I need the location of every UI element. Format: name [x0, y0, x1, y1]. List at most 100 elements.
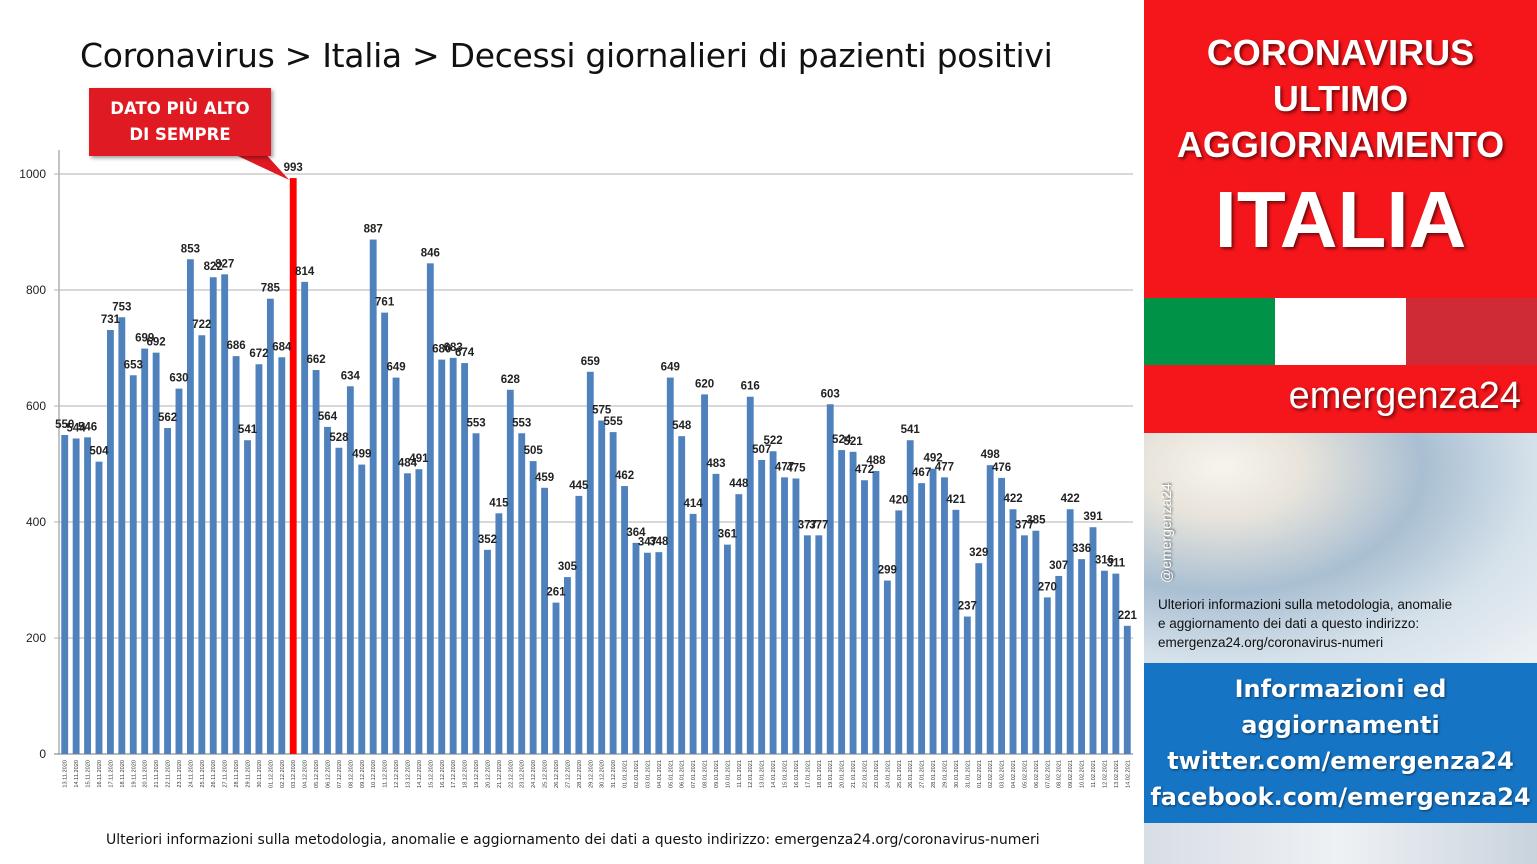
x-tick-label: 10.01.2021 [725, 760, 731, 788]
data-label: 459 [535, 472, 554, 484]
data-label: 659 [581, 356, 600, 368]
data-label: 672 [249, 348, 268, 360]
data-label: 385 [1026, 515, 1046, 527]
data-label: 553 [466, 417, 485, 429]
x-tick-label: 17.11.2020 [108, 760, 114, 788]
x-tick-label: 16.12.2020 [440, 760, 446, 788]
y-tick-label: 1000 [19, 167, 46, 181]
bar [701, 394, 708, 754]
bar [84, 437, 91, 754]
bar [335, 447, 343, 754]
bar [72, 438, 80, 754]
x-tick-label: 15.01.2021 [783, 760, 789, 788]
data-label: 674 [455, 347, 475, 359]
x-tick-label: 27.12.2020 [565, 760, 571, 788]
bar [198, 335, 206, 754]
bar [609, 432, 617, 754]
bar [963, 616, 971, 754]
bar [449, 357, 457, 754]
data-label: 544 [67, 422, 87, 434]
x-tick-label: 01.01.2021 [623, 760, 629, 788]
x-tick-label: 08.12.2020 [348, 760, 354, 788]
x-tick-label: 19.12.2020 [474, 760, 480, 788]
bar [129, 375, 137, 754]
bar [518, 433, 526, 754]
bar [678, 436, 686, 754]
flag-red-stripe [1406, 298, 1537, 365]
x-tick-label: 24.12.2020 [531, 760, 537, 788]
data-label: 634 [341, 370, 361, 382]
data-label: 307 [1049, 560, 1068, 572]
data-label: 475 [786, 463, 806, 475]
data-label: 348 [649, 536, 669, 548]
bar [1089, 527, 1097, 754]
x-tick-label: 16.01.2021 [794, 760, 800, 788]
bar [244, 440, 251, 754]
data-label: 548 [672, 420, 692, 432]
bar [906, 440, 914, 754]
x-tick-label: 26.11.2020 [211, 760, 217, 788]
heading-line-2: ULTIMO [1272, 78, 1409, 119]
x-tick-label: 18.12.2020 [463, 760, 469, 788]
bar [438, 359, 446, 754]
data-label: 352 [478, 534, 497, 546]
bar [426, 263, 434, 754]
bar [221, 274, 229, 754]
facebook-link[interactable]: facebook.com/emergenza24 [1150, 783, 1531, 811]
data-label: 299 [878, 565, 897, 577]
data-label: 822 [204, 261, 223, 273]
data-label: 421 [946, 494, 966, 506]
twitter-link[interactable]: twitter.com/emergenza24 [1167, 747, 1514, 775]
data-label: 311 [1107, 558, 1126, 570]
data-label: 553 [512, 417, 531, 429]
x-tick-label: 27.11.2020 [223, 760, 229, 788]
bar [1078, 559, 1086, 754]
x-tick-label: 04.12.2020 [303, 760, 309, 788]
bar [552, 602, 560, 754]
bar [1032, 530, 1040, 754]
data-label: 270 [1038, 581, 1057, 593]
x-tick-label: 10.12.2020 [371, 760, 377, 788]
data-label: 827 [215, 258, 234, 270]
data-label: 628 [501, 374, 521, 386]
bar [312, 370, 320, 754]
data-label: 467 [912, 467, 931, 479]
methodology-note: Ulteriori informazioni sulla metodologia… [1158, 595, 1528, 652]
bar [769, 451, 777, 754]
bar [895, 510, 903, 754]
data-label: 692 [147, 337, 166, 349]
x-tick-label: 12.01.2021 [748, 760, 754, 788]
data-label: 686 [227, 340, 246, 352]
x-tick-label: 07.12.2020 [337, 760, 343, 788]
bar [141, 348, 149, 754]
x-tick-label: 27.01.2021 [920, 760, 926, 788]
info-block: Informazioni ed aggiornamenti twitter.co… [1144, 663, 1537, 823]
bar [461, 363, 469, 754]
data-label: 684 [272, 341, 292, 353]
bar [883, 580, 891, 754]
x-tick-label: 22.11.2020 [166, 760, 172, 788]
data-label: 476 [992, 462, 1011, 474]
data-label: 420 [889, 494, 908, 506]
bar [975, 563, 983, 754]
bar [723, 544, 731, 754]
heading-country: ITALIA [1214, 175, 1467, 264]
data-label: 846 [421, 247, 440, 259]
x-tick-label: 21.01.2021 [851, 760, 857, 788]
x-tick-label: 26.01.2021 [908, 760, 914, 788]
data-label: 477 [935, 461, 954, 473]
x-tick-label: 30.12.2020 [600, 760, 606, 788]
bar [621, 486, 628, 754]
x-tick-label: 13.11.2020 [63, 760, 69, 788]
x-tick-label: 11.12.2020 [383, 760, 389, 788]
x-tick-label: 10.02.2021 [1080, 760, 1086, 788]
x-tick-label: 14.11.2020 [74, 760, 80, 788]
bar [209, 277, 217, 754]
bar [175, 388, 183, 754]
bar [986, 465, 994, 754]
brand-name: emergenza24 [1288, 375, 1521, 417]
note-line-1: Ulteriori informazioni sulla metodologia… [1158, 597, 1453, 612]
bar [495, 513, 503, 754]
bar [369, 239, 377, 755]
bar [998, 477, 1006, 754]
